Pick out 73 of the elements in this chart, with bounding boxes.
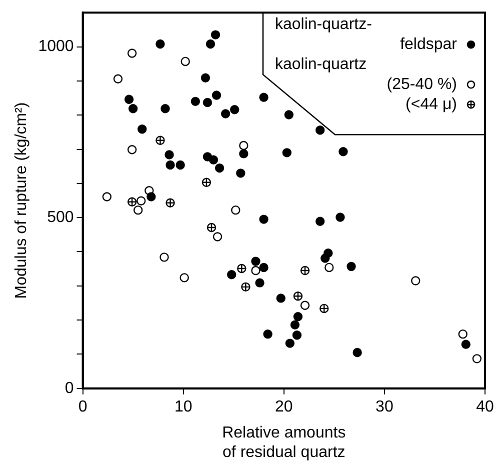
point [259, 262, 268, 272]
point [210, 30, 220, 40]
point [251, 256, 260, 266]
x-tick-label: 0 [78, 398, 88, 416]
point [156, 39, 165, 49]
point [202, 98, 212, 108]
point [200, 73, 210, 82]
point [338, 147, 348, 156]
point [180, 56, 190, 66]
point [259, 92, 268, 102]
y-axis-title: Modulus of rupture (kg/cm²) [13, 102, 30, 299]
point [336, 212, 345, 222]
point [315, 216, 325, 226]
point [292, 330, 302, 340]
point [146, 192, 156, 202]
point [160, 252, 169, 262]
point [102, 192, 112, 202]
point [127, 48, 137, 58]
point [239, 149, 248, 158]
y-tick-label: 1000 [38, 38, 74, 56]
point [220, 109, 230, 118]
point [190, 96, 200, 106]
x-tick-label: 10 [174, 398, 192, 416]
legend-label: (<44 μ) [406, 96, 457, 114]
point [227, 270, 236, 280]
text: kaolin-quartz (25-40 %) [275, 56, 457, 94]
x-tick-label: 30 [376, 398, 394, 416]
point [136, 196, 146, 206]
point [284, 110, 294, 120]
point [124, 94, 134, 104]
point [160, 104, 170, 114]
point [300, 300, 310, 310]
point [164, 150, 174, 160]
point [251, 266, 260, 276]
x-tick-label: 20 [275, 398, 293, 416]
point [276, 294, 286, 303]
point [472, 354, 482, 364]
point [208, 155, 218, 164]
point [212, 90, 222, 100]
point [180, 273, 189, 282]
point [282, 148, 292, 158]
point [346, 262, 356, 272]
point [259, 214, 268, 224]
point [461, 340, 470, 349]
y-tick-label: 0 [64, 380, 74, 397]
point [324, 262, 334, 272]
point [138, 124, 147, 134]
point [127, 144, 137, 154]
x-tick-label: 40 [476, 398, 494, 416]
point [113, 74, 123, 84]
point [285, 338, 295, 348]
point [263, 329, 272, 339]
point [166, 160, 175, 170]
point [230, 105, 240, 114]
point [214, 163, 224, 173]
point [212, 232, 222, 242]
point [206, 39, 216, 49]
point [293, 312, 303, 322]
point [411, 276, 420, 286]
point [176, 160, 185, 170]
point [231, 205, 240, 215]
x-axis-title: Relative amounts of residual quartz [222, 424, 346, 461]
point [320, 254, 330, 263]
point [290, 320, 300, 330]
point [128, 104, 138, 114]
point [133, 205, 143, 215]
point [236, 168, 246, 178]
y-tick-label: 500 [47, 208, 74, 226]
point [352, 348, 362, 358]
point [255, 278, 264, 288]
point [315, 126, 325, 135]
point [458, 329, 468, 339]
point [239, 140, 248, 150]
